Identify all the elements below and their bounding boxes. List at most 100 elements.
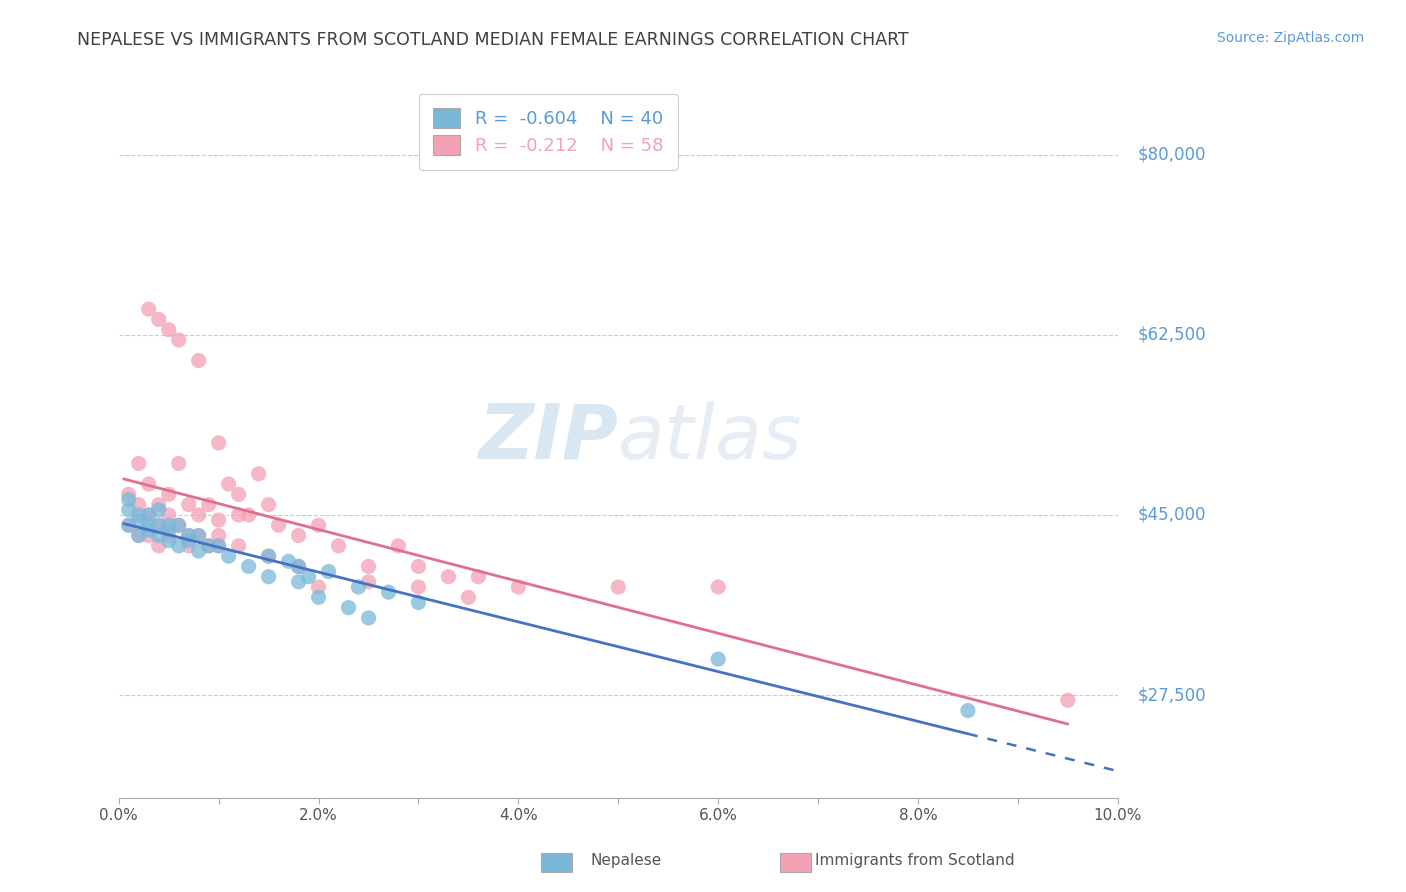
Point	[157, 524, 180, 538]
Point	[467, 570, 489, 584]
Point	[197, 539, 219, 553]
Point	[128, 528, 150, 542]
Point	[347, 580, 370, 594]
Point	[228, 539, 250, 553]
Point	[607, 580, 630, 594]
Point	[197, 498, 219, 512]
Point	[287, 528, 309, 542]
Point	[138, 518, 160, 533]
Point	[208, 436, 231, 450]
Point	[157, 533, 180, 548]
Point	[208, 539, 231, 553]
Point	[318, 565, 340, 579]
Point	[118, 518, 141, 533]
Legend: R =  -0.604    N = 40, R =  -0.212    N = 58: R = -0.604 N = 40, R = -0.212 N = 58	[419, 94, 678, 169]
Point	[267, 518, 290, 533]
Point	[157, 508, 180, 522]
Point	[218, 549, 240, 563]
Point	[128, 457, 150, 471]
Point	[508, 580, 530, 594]
Point	[337, 600, 360, 615]
Point	[138, 508, 160, 522]
Point	[287, 559, 309, 574]
Point	[238, 559, 260, 574]
Text: Immigrants from Scotland: Immigrants from Scotland	[815, 854, 1015, 868]
Point	[138, 301, 160, 316]
Point	[157, 518, 180, 533]
Point	[177, 498, 200, 512]
Point	[287, 574, 309, 589]
Point	[377, 585, 399, 599]
Point	[257, 570, 280, 584]
Point	[457, 591, 479, 605]
Point	[408, 580, 430, 594]
Text: $45,000: $45,000	[1137, 506, 1206, 524]
Point	[308, 591, 330, 605]
Point	[277, 554, 299, 568]
Point	[187, 528, 209, 542]
Point	[148, 518, 170, 533]
Point	[128, 498, 150, 512]
Point	[167, 457, 190, 471]
Point	[138, 508, 160, 522]
Point	[167, 518, 190, 533]
Point	[128, 513, 150, 527]
Point	[707, 652, 730, 666]
Point	[177, 528, 200, 542]
Point	[408, 559, 430, 574]
Point	[128, 528, 150, 542]
Point	[387, 539, 409, 553]
Point	[208, 528, 231, 542]
Point	[357, 574, 380, 589]
Point	[328, 539, 350, 553]
Point	[228, 487, 250, 501]
Point	[357, 611, 380, 625]
Text: ZIP: ZIP	[478, 401, 619, 475]
Point	[148, 312, 170, 326]
Point	[138, 524, 160, 538]
Text: Nepalese: Nepalese	[591, 854, 662, 868]
Point	[257, 549, 280, 563]
Point	[157, 528, 180, 542]
Point	[308, 518, 330, 533]
Text: atlas: atlas	[619, 401, 803, 475]
Point	[187, 353, 209, 368]
Point	[238, 508, 260, 522]
Point	[148, 503, 170, 517]
Point	[157, 323, 180, 337]
Point	[287, 559, 309, 574]
Text: NEPALESE VS IMMIGRANTS FROM SCOTLAND MEDIAN FEMALE EARNINGS CORRELATION CHART: NEPALESE VS IMMIGRANTS FROM SCOTLAND MED…	[77, 31, 910, 49]
Point	[167, 539, 190, 553]
Point	[218, 477, 240, 491]
Point	[208, 539, 231, 553]
Point	[1056, 693, 1078, 707]
Point	[138, 528, 160, 542]
Point	[167, 333, 190, 347]
Text: $62,500: $62,500	[1137, 326, 1206, 343]
Point	[197, 539, 219, 553]
Point	[187, 528, 209, 542]
Point	[148, 498, 170, 512]
Point	[118, 518, 141, 533]
Point	[167, 518, 190, 533]
Point	[177, 528, 200, 542]
Point	[357, 559, 380, 574]
Text: $80,000: $80,000	[1137, 145, 1206, 163]
Point	[408, 595, 430, 609]
Point	[148, 539, 170, 553]
Point	[308, 580, 330, 594]
Point	[257, 498, 280, 512]
Point	[118, 487, 141, 501]
Point	[228, 508, 250, 522]
Point	[118, 492, 141, 507]
Text: $27,500: $27,500	[1137, 686, 1206, 704]
Point	[118, 503, 141, 517]
Point	[177, 533, 200, 548]
Point	[187, 544, 209, 558]
Point	[707, 580, 730, 594]
Point	[257, 549, 280, 563]
Point	[177, 539, 200, 553]
Point	[148, 528, 170, 542]
Point	[157, 487, 180, 501]
Point	[247, 467, 270, 481]
